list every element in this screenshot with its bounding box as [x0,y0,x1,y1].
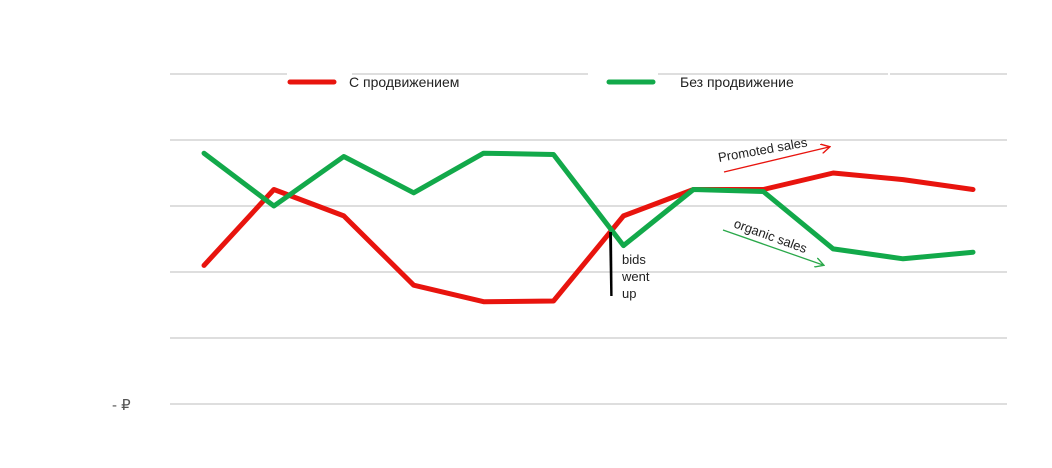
series-lines [201,150,976,305]
gridlines [170,73,1007,405]
annotation-organic-sales: organic sales [722,216,823,265]
legend-label-promoted: С продвижением [349,74,459,90]
annotation-bids-marker [609,232,613,296]
annotation-bids-went-up: bids went up [609,232,650,301]
y-tick-label-zero: - ₽ [112,397,131,414]
legend: С продвижением Без продвижение [287,74,794,90]
series-line-promoted [201,170,976,305]
legend-label-organic: Без продвижение [680,74,794,90]
annotation-bids-line-1: bids [622,252,646,267]
annotation-promoted-sales-label: Promoted sales [717,134,809,165]
series-line-organic [201,150,976,262]
annotation-organic-sales-arrow [722,229,823,265]
annotation-promoted-sales-arrow [723,147,829,173]
annotation-bids-line-2: went [621,269,650,284]
annotation-bids-line-3: up [622,286,636,301]
